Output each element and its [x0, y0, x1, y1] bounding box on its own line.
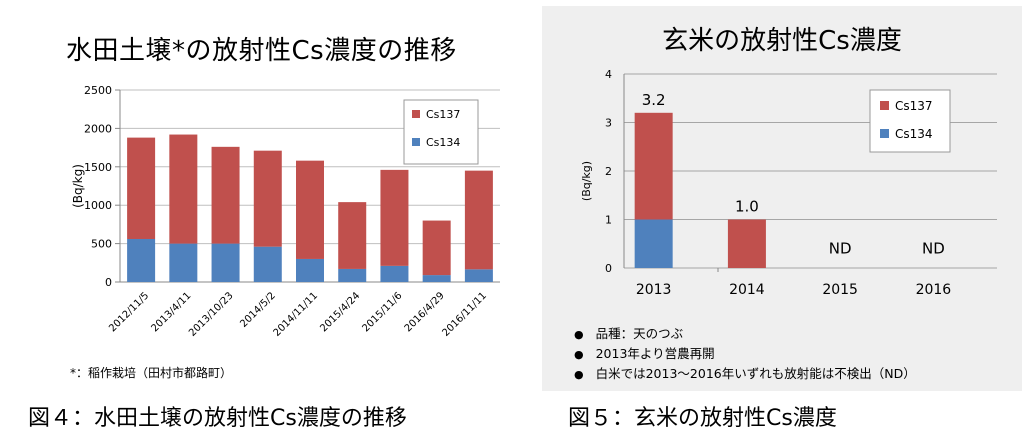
- soil-chart-title: 水田土壌*の放射性Cs濃度の推移: [66, 36, 457, 66]
- bar-cs137: [422, 220, 451, 276]
- x-tick-label: 2014/11/11: [272, 290, 321, 339]
- x-tick-label: 2016/4/29: [403, 290, 447, 334]
- note-item: 2013年より営農再開: [574, 344, 916, 364]
- bar-cs134: [253, 246, 282, 282]
- x-tick-label: 2013/4/11: [149, 290, 193, 334]
- rice-chart-notes: 品種：天のつぶ 2013年より営農再開 白米では2013～2016年いずれも放射…: [574, 324, 916, 384]
- bar-cs134: [169, 243, 198, 282]
- bar-cs137: [253, 150, 282, 247]
- y-tick-label: 2000: [84, 122, 112, 135]
- data-label: 1.0: [735, 198, 759, 216]
- figure-4-caption: 図４：水田土壌の放射性Cs濃度の推移: [28, 406, 407, 431]
- note-item: 白米では2013～2016年いずれも放射能は不検出（ND）: [574, 364, 916, 384]
- legend-label-cs137: Cs137: [426, 108, 460, 121]
- legend-swatch-cs137: [880, 101, 889, 110]
- y-tick-label: 1500: [84, 161, 112, 174]
- y-tick-label: 4: [605, 68, 612, 81]
- legend-label-cs134: Cs134: [895, 127, 933, 141]
- bar-cs137: [338, 202, 367, 269]
- x-tick-label: 2015/11/6: [361, 290, 405, 334]
- x-tick-label: 2012/11/5: [107, 290, 151, 334]
- bar-cs134: [464, 269, 493, 282]
- data-label: 3.2: [642, 91, 666, 109]
- rice-chart-svg: 0 1 2 3 4 (Bq/kg) 3.2 2013 1.0 2014 ND 2015 ND 2016 Cs…: [580, 68, 997, 298]
- soil-chart-footnote: *：稲作栽培（田村市都路町）: [70, 366, 233, 380]
- bar-cs137: [634, 112, 673, 220]
- bar-cs137: [127, 137, 156, 239]
- x-tick-label: 2016: [916, 282, 952, 298]
- y-axis-label: (Bq/kg): [580, 161, 593, 201]
- y-tick-label: 3: [605, 117, 612, 130]
- legend-swatch-cs137: [412, 110, 420, 118]
- bar-cs134: [127, 238, 156, 282]
- soil-chart-svg: 05001000150020002500(Bq/kg)2012/11/52013…: [71, 84, 500, 339]
- legend-swatch-cs134: [412, 138, 420, 146]
- bar-cs137: [211, 146, 240, 244]
- bar-cs134: [634, 219, 673, 268]
- x-tick-label: 2013/10/23: [187, 290, 236, 339]
- x-tick-label: 2015: [822, 282, 858, 298]
- legend-label-cs134: Cs134: [426, 136, 460, 149]
- x-tick-label: 2014/5/2: [238, 290, 278, 330]
- soil-chart-panel: 水田土壌*の放射性Cs濃度の推移 0 500 1000 1500 2000 2500 (Bq…: [0, 0, 540, 395]
- figure-5-caption: 図５：玄米の放射性Cs濃度: [568, 406, 837, 431]
- y-tick-label: 1: [605, 214, 612, 227]
- y-tick-label: 2: [605, 165, 612, 178]
- y-axis-label: (Bq/kg): [71, 164, 85, 208]
- x-tick-label: 2013: [636, 282, 672, 298]
- bar-cs137: [727, 219, 766, 268]
- rice-chart-panel: 玄米の放射性Cs濃度 0 1 2 3 4 (Bq/kg) 3.2 2013 1.0 2014 ND 2…: [542, 6, 1022, 391]
- legend-box: [869, 89, 951, 153]
- bar-cs137: [296, 160, 324, 259]
- rice-chart-title: 玄米の放射性Cs濃度: [662, 26, 902, 56]
- bar-cs137: [464, 170, 493, 270]
- y-tick-label: 1000: [84, 199, 112, 212]
- y-tick-label: 500: [91, 238, 112, 251]
- x-tick-label: 2016/11/11: [440, 290, 489, 339]
- bar-cs134: [211, 243, 240, 282]
- bar-cs134: [296, 258, 324, 282]
- x-tick-label: 2015/4/24: [318, 290, 362, 334]
- data-label: ND: [829, 239, 852, 257]
- y-tick-label: 0: [605, 262, 612, 275]
- bar-cs137: [380, 169, 409, 266]
- legend-box: [403, 99, 479, 165]
- bar-cs134: [380, 265, 409, 282]
- legend-label-cs137: Cs137: [895, 99, 933, 113]
- bar-cs134: [422, 275, 451, 282]
- legend-swatch-cs134: [880, 129, 889, 138]
- y-tick-label: 0: [105, 276, 112, 289]
- note-item: 品種：天のつぶ: [574, 324, 916, 344]
- bar-cs137: [169, 134, 198, 244]
- bar-cs134: [338, 268, 367, 282]
- x-tick-label: 2014: [729, 282, 765, 298]
- data-label: ND: [922, 239, 945, 257]
- y-tick-label: 2500: [84, 84, 112, 97]
